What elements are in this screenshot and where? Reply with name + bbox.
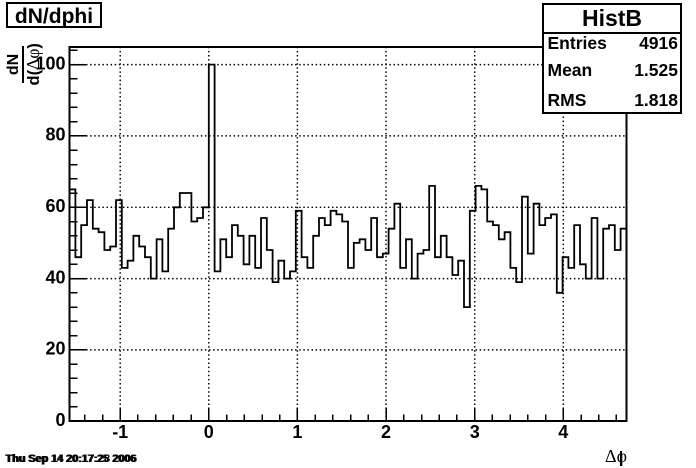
svg-text:20: 20 xyxy=(45,339,65,359)
svg-text:2: 2 xyxy=(381,422,391,442)
svg-text:40: 40 xyxy=(45,267,65,287)
svg-text:1: 1 xyxy=(292,422,302,442)
svg-text:60: 60 xyxy=(45,196,65,216)
svg-text:3: 3 xyxy=(470,422,480,442)
svg-text:0: 0 xyxy=(55,410,65,430)
svg-text:-1: -1 xyxy=(112,422,128,442)
svg-text:0: 0 xyxy=(204,422,214,442)
svg-text:4: 4 xyxy=(558,422,568,442)
svg-text:100: 100 xyxy=(35,53,65,73)
svg-text:80: 80 xyxy=(45,125,65,145)
